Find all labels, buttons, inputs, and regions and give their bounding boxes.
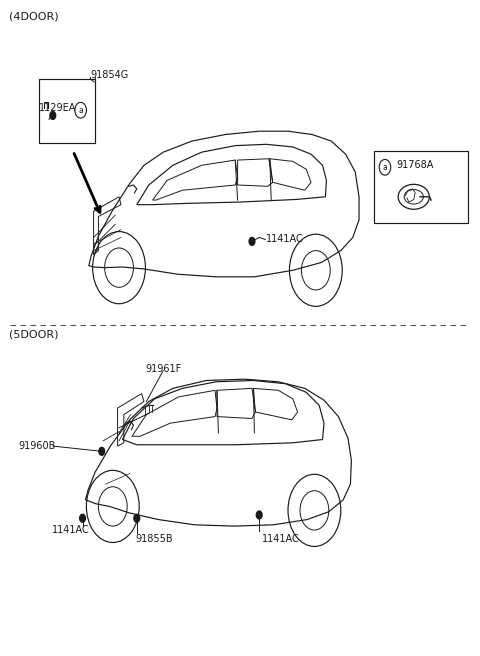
Circle shape: [50, 112, 56, 119]
Text: 91961F: 91961F: [145, 363, 181, 374]
Bar: [39, 79, 95, 143]
Text: 1141AC: 1141AC: [52, 525, 90, 535]
Circle shape: [80, 514, 85, 522]
Bar: [374, 151, 468, 223]
Circle shape: [99, 447, 105, 455]
Text: 91768A: 91768A: [396, 160, 433, 171]
Circle shape: [134, 514, 140, 522]
Circle shape: [256, 511, 262, 519]
Text: 91854G: 91854G: [90, 70, 129, 80]
Text: 91855B: 91855B: [136, 534, 173, 544]
Circle shape: [249, 237, 255, 245]
Text: a: a: [78, 106, 83, 115]
Text: 1129EA: 1129EA: [39, 102, 77, 113]
Text: 1141AC: 1141AC: [262, 534, 300, 544]
Text: 91960B: 91960B: [18, 441, 56, 451]
Text: (5DOOR): (5DOOR): [9, 329, 58, 339]
Text: 1141AC: 1141AC: [266, 234, 304, 245]
Text: a: a: [383, 163, 387, 172]
Text: (4DOOR): (4DOOR): [9, 12, 58, 22]
